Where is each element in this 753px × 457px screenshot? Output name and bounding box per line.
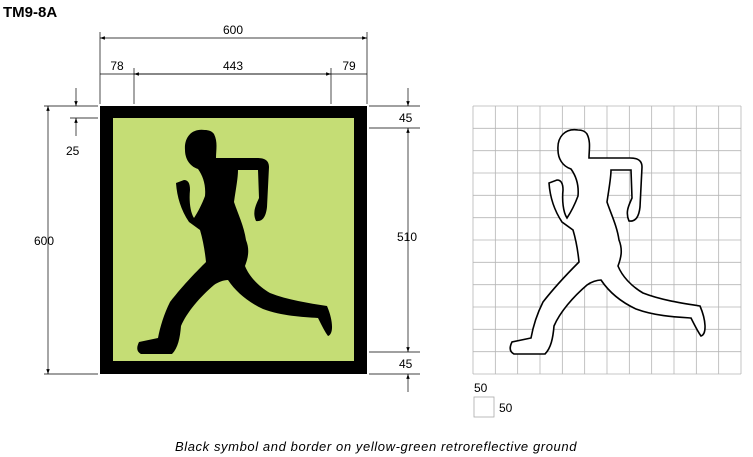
dim-right-set: 45 510 45 (369, 88, 420, 392)
dim-510: 510 (397, 230, 417, 244)
dim-25: 25 (66, 144, 80, 158)
grid-legend: 50 50 (474, 381, 513, 417)
dim-78: 78 (110, 59, 124, 73)
dim-top-offset: 25 (66, 88, 98, 158)
legend-cell-height: 50 (499, 401, 513, 415)
diagram-title: TM9-8A (3, 4, 57, 21)
sign-panel (100, 106, 367, 374)
caption: Black symbol and border on yellow-green … (175, 439, 577, 454)
dim-79: 79 (342, 59, 356, 73)
dim-600-top: 600 (223, 23, 243, 37)
dim-45-top: 45 (399, 111, 413, 125)
dim-symbol-width: 78 443 79 (100, 59, 367, 104)
running-man-outline-icon (510, 130, 705, 354)
legend-cell-width: 50 (474, 381, 488, 395)
dim-443: 443 (223, 59, 243, 73)
dim-600-left: 600 (34, 234, 54, 248)
legend-cell (474, 397, 494, 417)
dim-45-bottom: 45 (399, 357, 413, 371)
